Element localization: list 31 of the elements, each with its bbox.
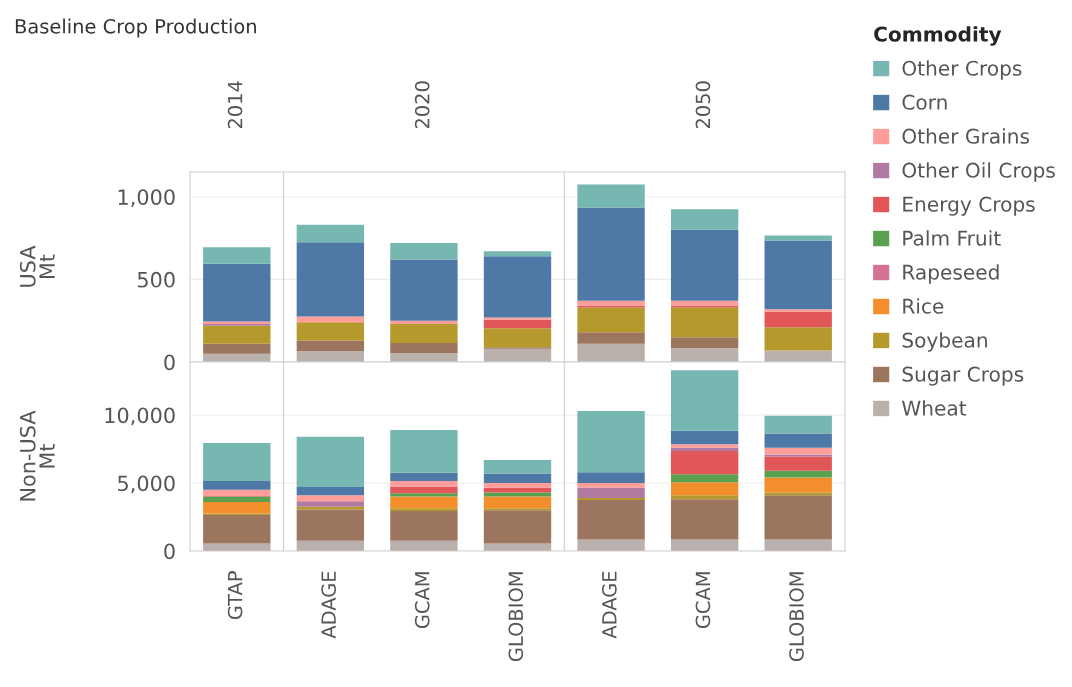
- legend-label: Rapeseed: [903, 264, 999, 284]
- legend-label: Soybean: [902, 332, 987, 352]
- x-tick-label: GTAP: [227, 571, 243, 620]
- x-tick-label: GLOBIOM: [789, 572, 804, 662]
- legend-label: Corn: [902, 94, 947, 110]
- y-tick-label: 5,000: [118, 475, 175, 494]
- text: 2020: [414, 81, 430, 129]
- y-tick-label: 10,000: [105, 407, 175, 426]
- x-tick-label: ADAGE: [321, 571, 336, 639]
- x-tick-label: GCAM: [414, 572, 430, 629]
- y-axis-title: Non-USA Mt: [19, 410, 55, 501]
- x-tick-label: GCAM: [695, 572, 711, 629]
- legend-label: Other Oil Crops: [902, 162, 1055, 182]
- chart-title: Baseline Crop Production: [15, 18, 256, 38]
- y-tick-label: 500: [137, 271, 175, 288]
- legend-label: Energy Crops: [903, 196, 1035, 216]
- legend-label: Rice: [903, 298, 944, 314]
- y-tick-label: 1,000: [118, 189, 175, 208]
- legend-label: Sugar Crops: [902, 366, 1024, 386]
- text: 2014: [227, 81, 243, 129]
- y-axis-title: USA Mt: [19, 245, 55, 287]
- legend-label: Other Grains: [902, 128, 1029, 144]
- legend-label: Wheat: [901, 400, 967, 416]
- legend-label: Palm Fruit: [903, 230, 1001, 246]
- legend-label: Other Crops: [902, 60, 1022, 80]
- x-tick-label: ADAGE: [602, 571, 617, 639]
- x-tick-label: GLOBIOM: [508, 572, 524, 662]
- y-tick-label: 0: [164, 543, 175, 560]
- legend-title: Commodity: [874, 26, 1002, 46]
- text: 2050: [695, 81, 711, 129]
- y-tick-label: 0: [164, 354, 175, 371]
